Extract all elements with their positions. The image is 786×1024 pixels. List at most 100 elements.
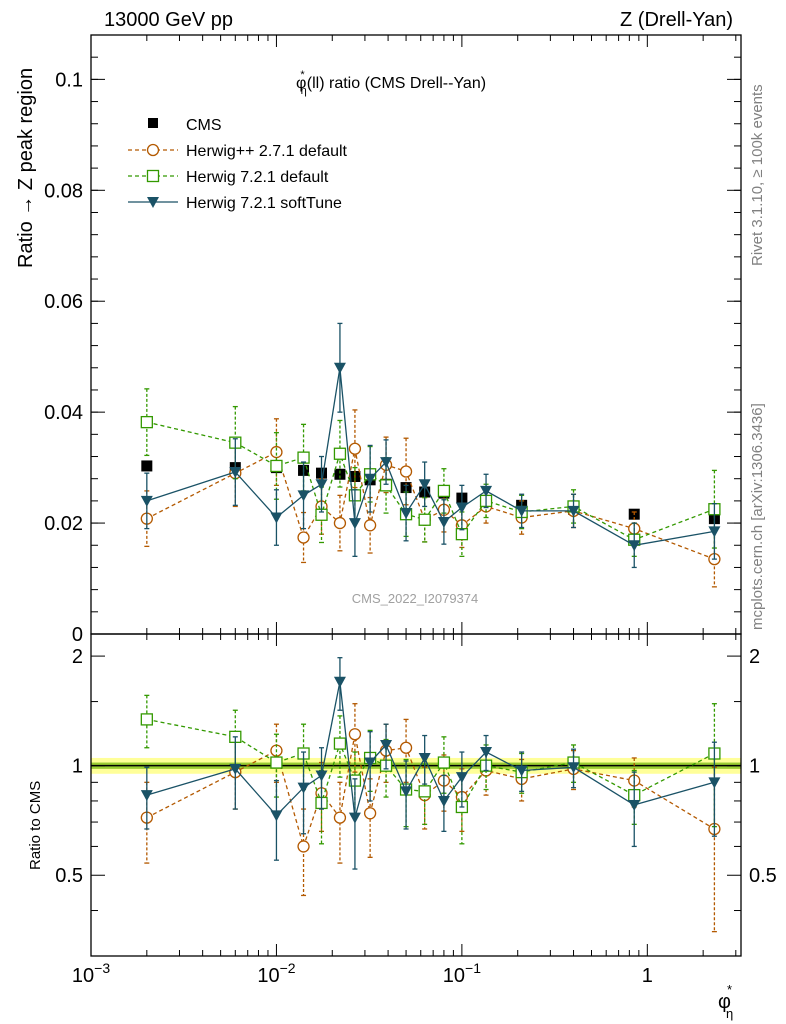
ratio-point-softtune (567, 762, 580, 774)
legend-label-herwigpp: Herwig++ 2.7.1 default (186, 143, 348, 160)
main-point-softtune (418, 479, 431, 491)
plot-title-rest: (ll) ratio (CMS Drell--Yan) (307, 75, 486, 92)
ratio-y-tick-label: 1 (72, 756, 83, 778)
plot-title-sub: η (301, 85, 307, 97)
ratio-point-softtune (437, 795, 450, 807)
x-tick-label-base: 10 (257, 965, 279, 987)
plot-title-sup: * (300, 69, 305, 81)
x-tick-label: 10−3 (72, 960, 110, 987)
main-point-softtune (364, 473, 377, 485)
x-axis-title-phi: φ (718, 991, 731, 1013)
main-y-tick-label: 0.08 (44, 180, 83, 202)
ratio-point-softtune (380, 739, 393, 751)
x-tick-label-base: 10 (443, 965, 465, 987)
ratio-uncertainty-band (91, 757, 741, 774)
x-tick-label-exponent: −2 (280, 960, 296, 976)
x-tick-label: 10−2 (257, 960, 295, 987)
ratio-point-softtune (297, 782, 310, 794)
header-left-label: 13000 GeV pp (104, 9, 233, 31)
plot-title-phi: φ (296, 75, 306, 92)
ratio-point-softtune (270, 810, 283, 822)
x-tick-label-exponent: −3 (94, 960, 110, 976)
main-point-herwig721 (437, 484, 451, 498)
legend-entry-cms: CMS (148, 117, 222, 134)
main-point-softtune (515, 505, 528, 517)
main-point-softtune (480, 485, 493, 497)
analysis-watermark: CMS_2022_I2079374 (352, 591, 479, 606)
ratio-point-herwig721 (437, 756, 451, 769)
ratio-point-softtune (348, 812, 361, 824)
ratio-plot-frame (90, 633, 742, 957)
mcplots-label: mcplots.cern.ch [arXiv:1306.3436] (749, 403, 766, 630)
ratio-point-herwig721 (418, 785, 431, 798)
main-line-softtune (146, 367, 715, 546)
ratio-point-herwig721 (333, 737, 347, 750)
ratio-point-softtune (480, 747, 493, 759)
ratio-y-tick-label-right: 0.5 (749, 865, 777, 887)
main-panel-marks (140, 322, 721, 588)
main-point-softtune (297, 490, 310, 502)
ratio-y-tick-label-right: 2 (749, 646, 760, 668)
main-point-softtune (140, 495, 153, 507)
main-point-softtune (270, 512, 283, 524)
main-point-herwigpp (270, 445, 283, 459)
main-y-axis-title: Ratio → Z peak region (15, 68, 37, 268)
legend-label-cms: CMS (186, 117, 222, 134)
legend-label-softtune: Herwig 7.2.1 softTune (186, 195, 342, 212)
main-point-softtune (315, 479, 328, 491)
main-point-herwigpp (297, 531, 310, 544)
main-point-softtune (380, 457, 393, 469)
x-axis-title: φ* η (718, 982, 733, 1021)
ratio-point-herwigpp (333, 811, 347, 824)
main-point-herwigpp (399, 465, 413, 478)
legend-entry-softtune: Herwig 7.2.1 softTune (128, 195, 342, 212)
main-point-herwig721 (140, 415, 153, 429)
legend-marker-herwig721 (146, 169, 160, 183)
main-line-herwigpp (146, 448, 715, 560)
ratio-point-softtune (364, 757, 377, 769)
main-point-herwig721 (418, 513, 431, 526)
ratio-point-softtune (708, 777, 721, 789)
legend-entry-herwig721: Herwig 7.2.1 default (128, 169, 329, 186)
main-point-softtune (455, 502, 468, 514)
ratio-point-softtune (333, 676, 346, 688)
main-y-tick-label: 0.06 (44, 291, 83, 313)
axes: 00.020.040.060.080.10.5 0.51 12 210−3 10−2 10… (44, 34, 777, 987)
ratio-panel-marks (140, 657, 721, 933)
ratio-y-tick-label: 0.5 (55, 865, 83, 887)
main-point-herwig721 (270, 459, 283, 473)
main-y-tick-label: 0.1 (55, 69, 83, 91)
ratio-point-herwigpp (363, 807, 377, 820)
main-y-tick-label: 0.04 (44, 402, 83, 424)
ratio-point-herwigpp (348, 728, 362, 741)
main-point-softtune (333, 362, 346, 374)
main-point-softtune (567, 505, 580, 517)
legend: CMS Herwig++ 2.7.1 default Herwig 7.2.1 … (128, 117, 348, 212)
ratio-y-axis-title: Ratio to CMS (27, 781, 44, 870)
legend-label-herwig721: Herwig 7.2.1 default (186, 169, 329, 186)
ratio-point-herwigpp (399, 741, 413, 754)
ratio-line-softtune (146, 681, 715, 818)
ratio-point-herwig721 (270, 756, 283, 769)
main-point-softtune (437, 516, 450, 528)
x-tick-label-exponent: −1 (465, 960, 481, 976)
legend-marker-cms (148, 118, 158, 128)
ratio-point-softtune (455, 772, 468, 784)
main-point-softtune (708, 526, 721, 538)
x-axis-title-sub: η (726, 1006, 733, 1021)
plot-frames (90, 34, 742, 957)
legend-entry-herwigpp: Herwig++ 2.7.1 default (128, 143, 348, 160)
main-point-herwigpp (348, 442, 362, 455)
x-tick-label: 10−1 (443, 960, 481, 987)
x-axis-title-sup: * (727, 982, 732, 997)
ratio-point-softtune (315, 770, 328, 782)
main-point-cms (141, 460, 153, 472)
main-point-softtune (229, 467, 242, 479)
main-y-tick-label: 0.02 (44, 513, 83, 535)
legend-marker-herwigpp (146, 143, 160, 157)
x-tick-label: 1 (642, 965, 653, 987)
ratio-point-softtune (628, 799, 641, 811)
ratio-point-softtune (400, 786, 413, 798)
ratio-point-herwig721 (140, 713, 153, 726)
